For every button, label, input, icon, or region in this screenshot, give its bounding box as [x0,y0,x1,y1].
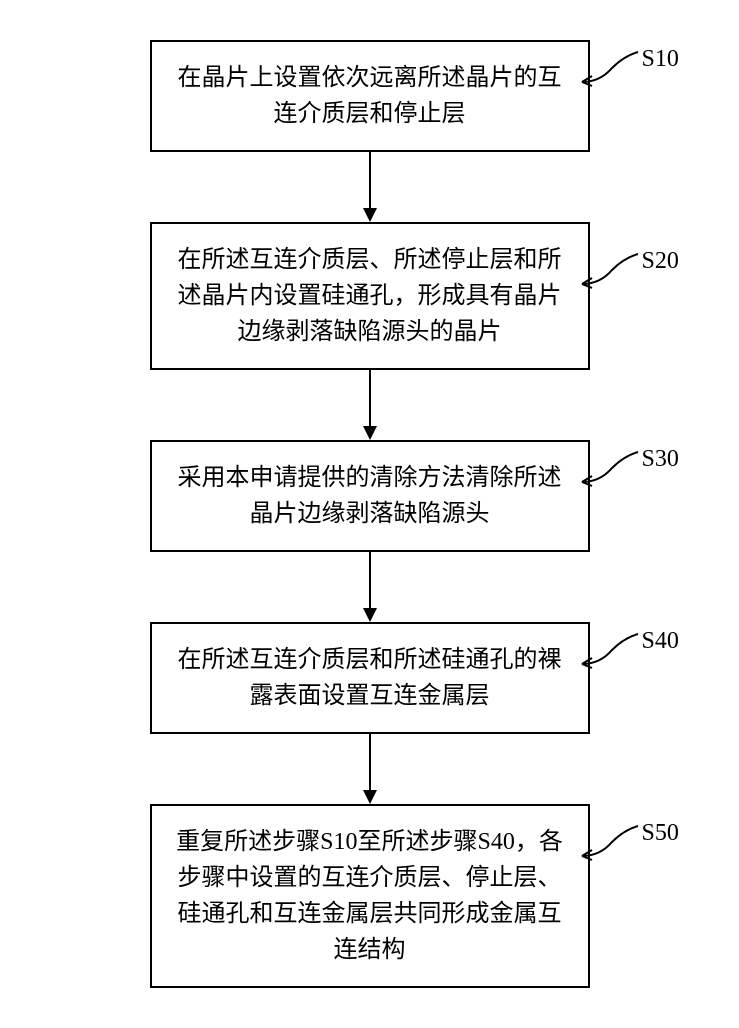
down-arrow-icon [360,734,380,804]
step-text: 在晶片上设置依次远离所述晶片的互连介质层和停止层 [178,65,562,127]
step-label: S30 [642,446,679,473]
step-row: 采用本申请提供的清除方法清除所述晶片边缘剥落缺陷源头 S30 [50,440,690,552]
step-box-s10: 在晶片上设置依次远离所述晶片的互连介质层和停止层 [150,40,590,152]
step-label: S10 [642,46,679,73]
down-arrow-icon [360,152,380,222]
down-arrow-icon [360,370,380,440]
step-box-s20: 在所述互连介质层、所述停止层和所述晶片内设置硅通孔，形成具有晶片边缘剥落缺陷源头… [150,222,590,370]
step-box-s40: 在所述互连介质层和所述硅通孔的裸露表面设置互连金属层 [150,622,590,734]
step-label: S40 [642,628,679,655]
connector [50,552,690,622]
step-label: S20 [642,248,679,275]
curve-arrow-icon [580,450,640,490]
step-box-s30: 采用本申请提供的清除方法清除所述晶片边缘剥落缺陷源头 [150,440,590,552]
curve-arrow-icon [580,824,640,864]
step-label-wrap: S40 [580,632,679,672]
step-row: 在晶片上设置依次远离所述晶片的互连介质层和停止层 S10 [50,40,690,152]
connector [50,152,690,222]
step-box-s50: 重复所述步骤S10至所述步骤S40，各步骤中设置的互连介质层、停止层、硅通孔和互… [150,804,590,988]
step-row: 在所述互连介质层和所述硅通孔的裸露表面设置互连金属层 S40 [50,622,690,734]
connector [50,734,690,804]
step-row: 在所述互连介质层、所述停止层和所述晶片内设置硅通孔，形成具有晶片边缘剥落缺陷源头… [50,222,690,370]
step-label-wrap: S50 [580,824,679,864]
step-label-wrap: S10 [580,50,679,90]
step-text: 重复所述步骤S10至所述步骤S40，各步骤中设置的互连介质层、停止层、硅通孔和互… [176,829,563,963]
step-row: 重复所述步骤S10至所述步骤S40，各步骤中设置的互连介质层、停止层、硅通孔和互… [50,804,690,988]
step-text: 在所述互连介质层、所述停止层和所述晶片内设置硅通孔，形成具有晶片边缘剥落缺陷源头… [178,247,562,345]
down-arrow-icon [360,552,380,622]
step-text: 采用本申请提供的清除方法清除所述晶片边缘剥落缺陷源头 [178,465,562,527]
step-label: S50 [642,820,679,847]
flowchart-container: 在晶片上设置依次远离所述晶片的互连介质层和停止层 S10 在所述互连介质层、所述… [50,40,690,988]
step-label-wrap: S30 [580,450,679,490]
curve-arrow-icon [580,252,640,292]
connector [50,370,690,440]
curve-arrow-icon [580,632,640,672]
step-text: 在所述互连介质层和所述硅通孔的裸露表面设置互连金属层 [178,647,562,709]
curve-arrow-icon [580,50,640,90]
step-label-wrap: S20 [580,252,679,292]
